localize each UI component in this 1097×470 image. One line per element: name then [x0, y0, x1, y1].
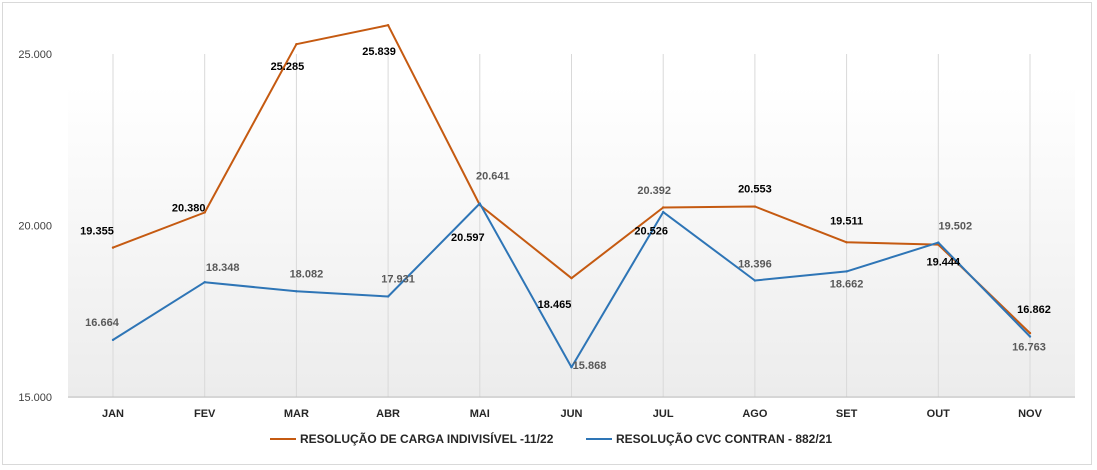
- data-point-s1: [845, 241, 848, 244]
- data-point-s1: [570, 276, 573, 280]
- data-point-s1: [386, 24, 390, 27]
- data-label-s2: 15.868: [573, 360, 607, 372]
- data-label-s2: 16.664: [85, 317, 120, 329]
- data-point-s2: [753, 279, 757, 282]
- data-label-s1: 25.839: [362, 46, 396, 58]
- data-label-s2: 19.502: [938, 221, 972, 233]
- x-tick-ago: AGO: [742, 408, 768, 420]
- x-tick-mai: MAI: [470, 408, 490, 420]
- y-tick-label: 15.000: [18, 392, 52, 404]
- data-point-s2: [662, 210, 665, 214]
- x-tick-set: SET: [836, 408, 858, 420]
- data-label-s1: 19.444: [926, 257, 961, 269]
- data-point-s1: [753, 205, 757, 208]
- data-label-s1: 19.511: [830, 215, 863, 227]
- data-point-s1: [1028, 331, 1032, 335]
- data-label-s2: 18.348: [206, 262, 240, 274]
- x-tick-mar: MAR: [284, 408, 309, 420]
- data-point-s2: [295, 290, 298, 293]
- data-label-s2: 20.392: [637, 185, 671, 197]
- data-point-s2: [203, 280, 206, 284]
- data-label-s2: 17.931: [381, 273, 415, 285]
- x-tick-jan: JAN: [102, 408, 124, 420]
- y-tick-label: 25.000: [18, 49, 52, 61]
- x-tick-nov: NOV: [1018, 408, 1043, 420]
- data-label-s2: 18.662: [830, 278, 864, 290]
- legend-label-1: RESOLUÇÃO DE CARGA INDIVISÍVEL -11/22: [300, 431, 554, 446]
- data-point-s2: [845, 270, 848, 273]
- data-label-s2: 20.641: [476, 171, 510, 183]
- x-tick-fev: FEV: [194, 408, 216, 420]
- data-label-s2: 18.082: [290, 268, 324, 280]
- data-label-s1: 20.597: [451, 232, 485, 244]
- data-point-s1: [295, 43, 298, 46]
- x-tick-jun: JUN: [560, 408, 582, 420]
- data-point-s2: [111, 338, 115, 342]
- legend-label-2: RESOLUÇÃO CVC CONTRAN - 882/21: [616, 431, 832, 446]
- data-point-s2: [1028, 335, 1032, 338]
- data-point-s1: [111, 246, 115, 249]
- data-point-s2: [386, 295, 390, 298]
- x-tick-out: OUT: [927, 408, 951, 420]
- x-tick-jul: JUL: [653, 408, 674, 420]
- y-tick-label: 20.000: [18, 221, 52, 233]
- data-label-s2: 18.396: [738, 259, 772, 271]
- data-point-s2: [478, 202, 481, 205]
- data-label-s1: 19.355: [80, 226, 114, 238]
- data-label-s1: 20.553: [738, 184, 772, 196]
- data-point-s2: [570, 366, 573, 369]
- data-label-s1: 16.862: [1017, 304, 1051, 316]
- data-label-s1: 18.465: [538, 299, 572, 311]
- data-label-s1: 25.285: [271, 61, 305, 73]
- data-label-s1: 20.526: [634, 225, 668, 237]
- data-point-s1: [662, 206, 665, 209]
- data-point-s1: [203, 211, 206, 214]
- data-point-s2: [937, 241, 940, 244]
- data-label-s2: 16.763: [1012, 342, 1046, 354]
- x-tick-abr: ABR: [376, 408, 400, 420]
- data-label-s1: 20.380: [172, 202, 206, 214]
